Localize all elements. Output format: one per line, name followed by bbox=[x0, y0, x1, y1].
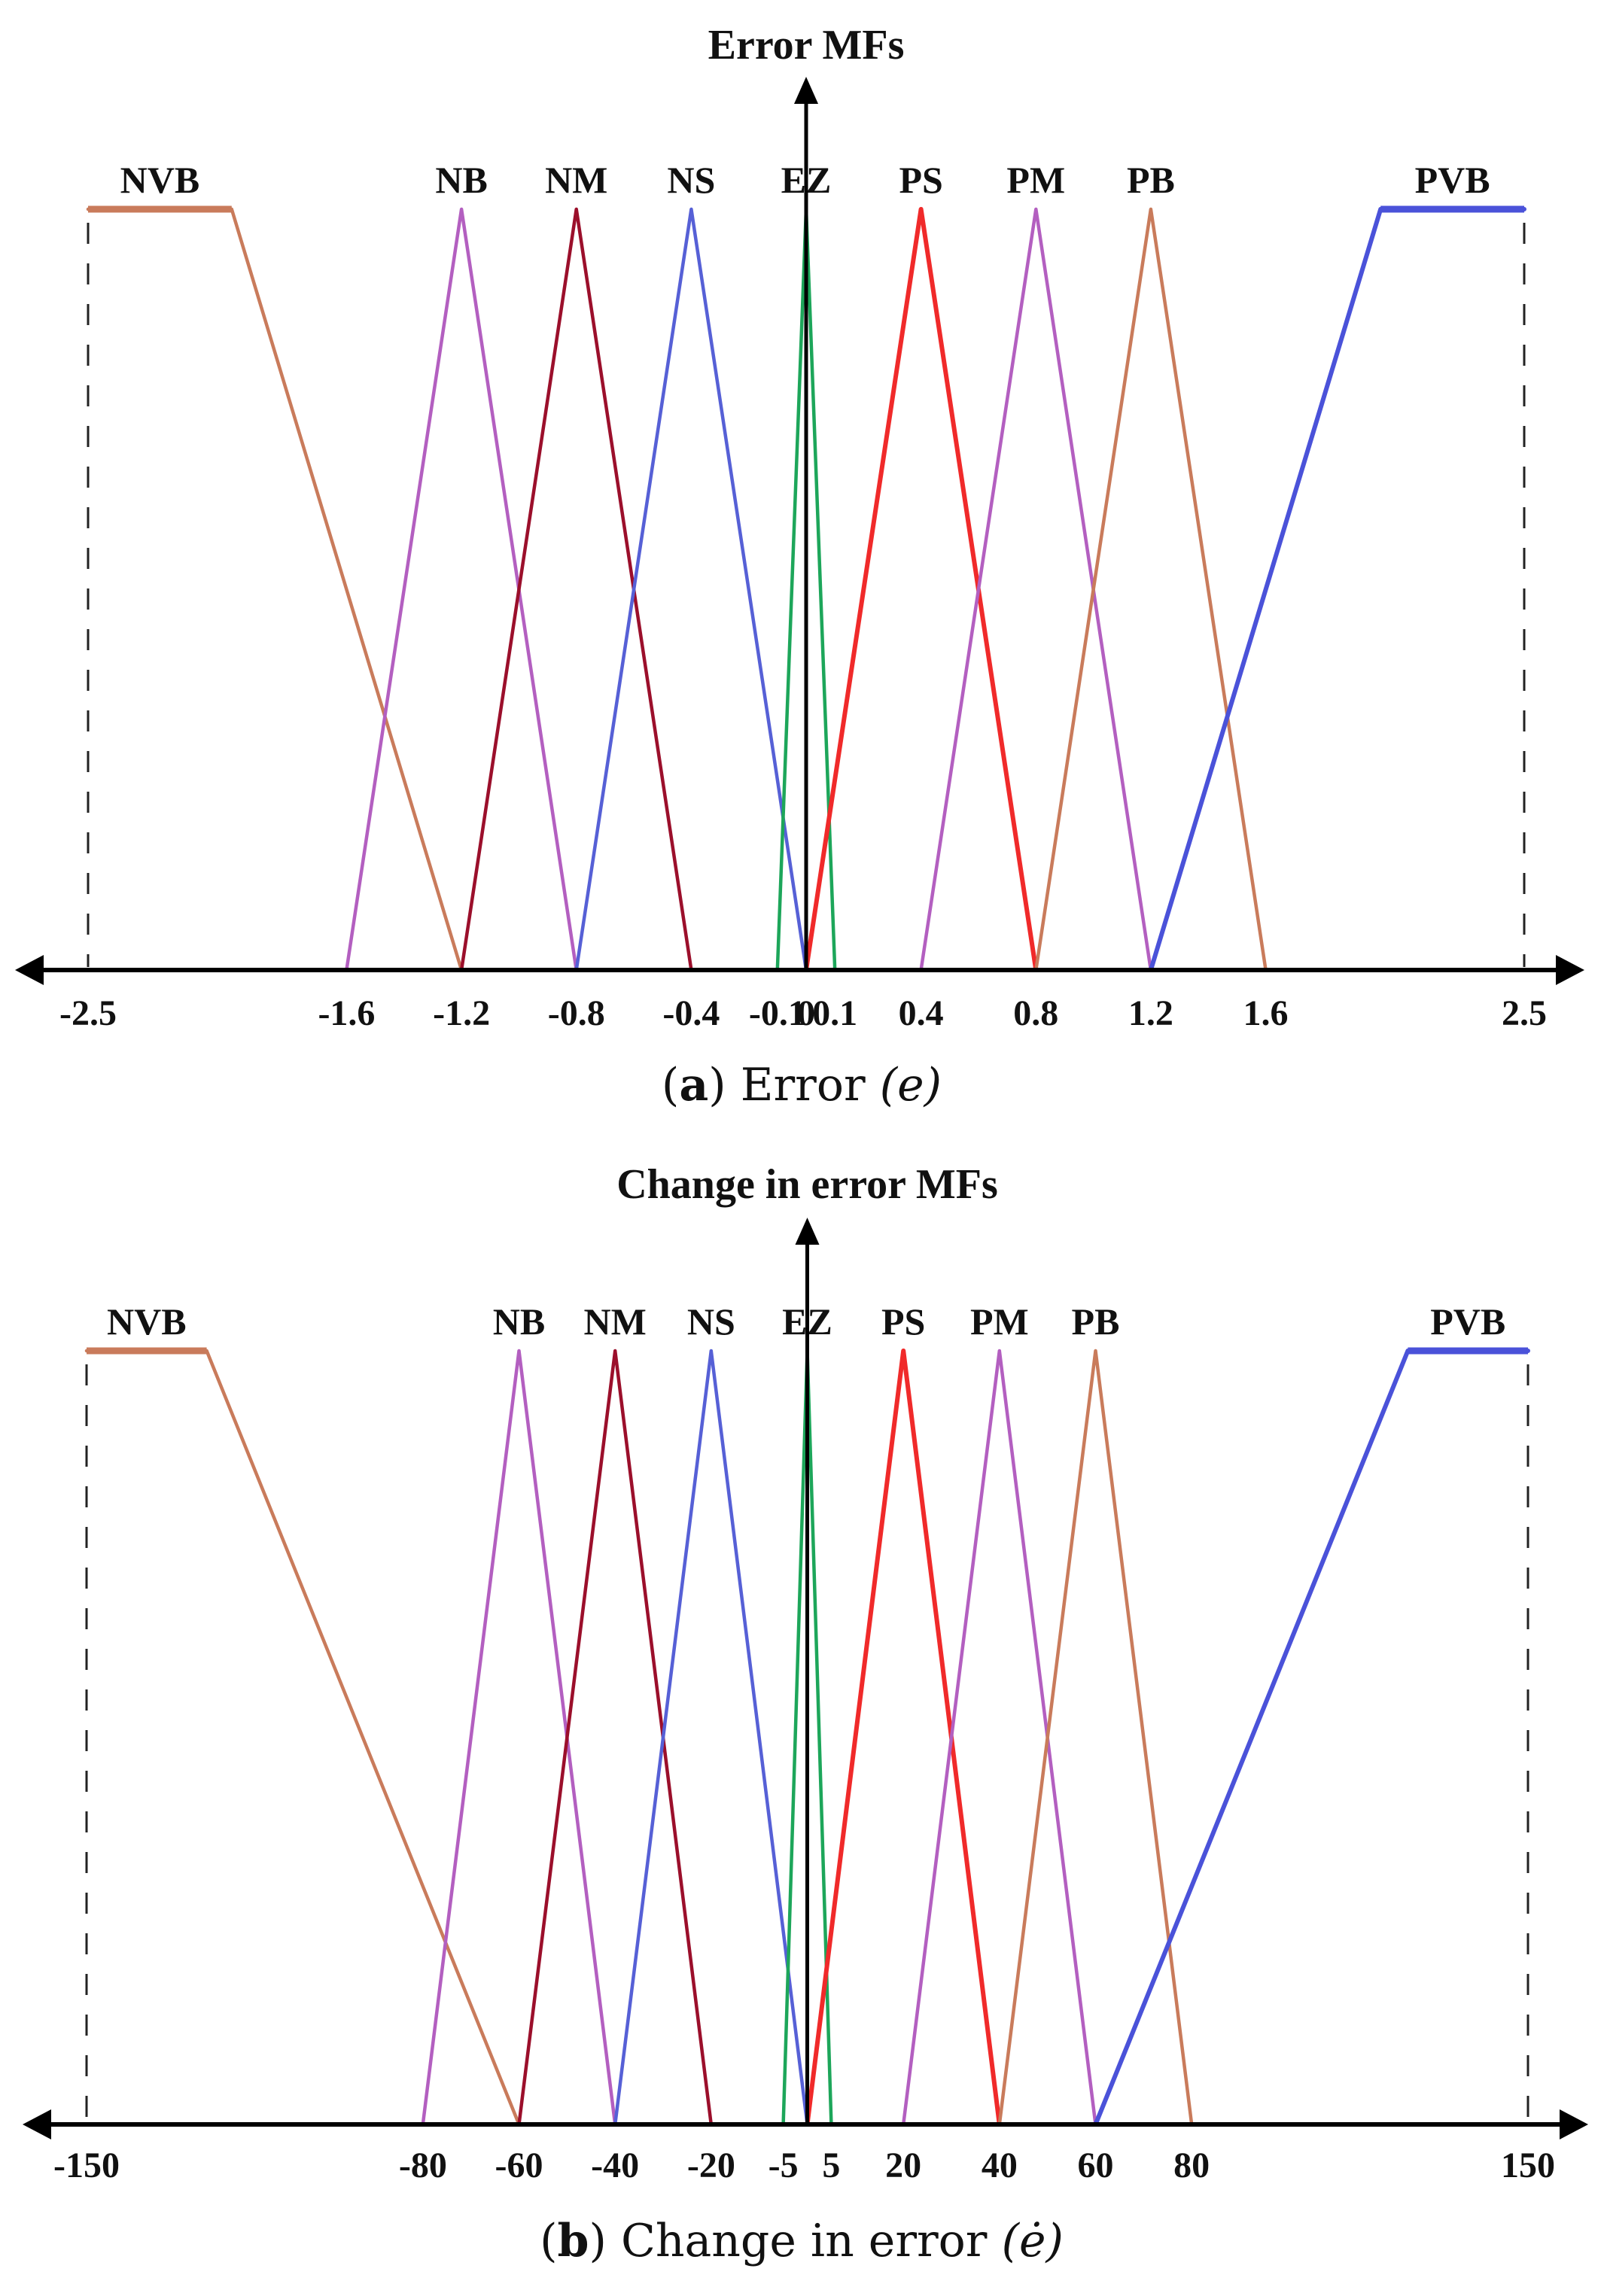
caption-letter: b bbox=[558, 2215, 589, 2267]
tick-label: 20 bbox=[885, 2145, 921, 2185]
tick-label: 0.1 bbox=[812, 993, 857, 1033]
mf-label-ns: NS bbox=[667, 159, 715, 201]
series-pm: PM bbox=[901, 1300, 1097, 2127]
tick-label: 60 bbox=[1078, 2145, 1114, 2185]
mf-label-pvb: PVB bbox=[1415, 159, 1490, 201]
series-nm: NM bbox=[459, 159, 693, 972]
tick-label: -1.6 bbox=[318, 993, 375, 1033]
tick-label: -20 bbox=[687, 2145, 735, 2185]
chart-title: Error MFs bbox=[708, 22, 905, 68]
mf-line-ps bbox=[805, 1349, 1002, 2127]
tick-label: -5 bbox=[769, 2145, 799, 2185]
mf-line-nvb bbox=[84, 1349, 521, 2127]
caption-symbol: (ė) bbox=[1002, 2215, 1064, 2267]
tick-label: -0.1 bbox=[749, 993, 806, 1033]
tick-label: 2.5 bbox=[1502, 993, 1547, 1033]
tick-label: -60 bbox=[495, 2145, 543, 2185]
tick-label: -40 bbox=[591, 2145, 639, 2185]
series-pvb: PVB bbox=[1148, 159, 1526, 972]
tick-label: 0.8 bbox=[1013, 993, 1058, 1033]
chart-caption: (b) Change in error (ė) bbox=[540, 2215, 1064, 2267]
tick-label: -80 bbox=[399, 2145, 447, 2185]
series-nvb: NVB bbox=[84, 1300, 521, 2127]
series-ns: NS bbox=[613, 1300, 809, 2127]
x-axis-left-arrow bbox=[23, 2109, 51, 2139]
mf-label-pb: PB bbox=[1127, 159, 1175, 201]
tick-label: 1.6 bbox=[1243, 993, 1289, 1033]
mf-line-pb bbox=[997, 1349, 1194, 2127]
tick-label: 0 bbox=[797, 993, 815, 1033]
tick-label: 80 bbox=[1173, 2145, 1210, 2185]
mf-label-nvb: NVB bbox=[120, 159, 200, 201]
mf-label-pvb: PVB bbox=[1430, 1300, 1505, 1343]
series-ps: PS bbox=[804, 159, 1039, 972]
y-axis-arrow bbox=[794, 77, 818, 104]
error-mf-panel: NVB NB NM NS EZ PS PM PB PVB-2.5 -1.6 -1.2 -0.8 -0.4… bbox=[15, 22, 1584, 1112]
tick-label: 0.4 bbox=[899, 993, 944, 1033]
mf-label-pm: PM bbox=[970, 1300, 1029, 1343]
mf-line-pb bbox=[1034, 207, 1268, 972]
mf-line-nb bbox=[421, 1349, 617, 2127]
tick-label: 40 bbox=[982, 2145, 1018, 2185]
mf-line-nb bbox=[345, 207, 578, 972]
tick-label: -0.4 bbox=[662, 993, 720, 1033]
mf-line-pvb bbox=[1093, 1349, 1530, 2127]
mf-label-ps: PS bbox=[899, 159, 942, 201]
mf-label-nvb: NVB bbox=[107, 1300, 187, 1343]
tick-label: -1.2 bbox=[433, 993, 490, 1033]
mf-line-ps bbox=[804, 207, 1039, 972]
series-pb: PB bbox=[997, 1300, 1194, 2127]
mf-label-ns: NS bbox=[687, 1300, 735, 1343]
series-pb: PB bbox=[1034, 159, 1268, 972]
caption-text: Change in error bbox=[621, 2215, 1002, 2267]
chart-title: Change in error MFs bbox=[616, 1161, 998, 1208]
caption-letter: a bbox=[679, 1059, 708, 1112]
mf-label-ps: PS bbox=[881, 1300, 925, 1343]
mf-label-nb: NB bbox=[435, 159, 487, 201]
mf-label-nm: NM bbox=[584, 1300, 647, 1343]
mf-label-pm: PM bbox=[1006, 159, 1065, 201]
chart-caption: (a) Error (e) bbox=[662, 1059, 942, 1112]
tick-label: 1.2 bbox=[1128, 993, 1173, 1033]
tick-label: 5 bbox=[822, 2145, 840, 2185]
series-nb: NB bbox=[421, 1300, 617, 2127]
tick-label: -2.5 bbox=[59, 993, 117, 1033]
x-axis-right-arrow bbox=[1560, 2109, 1588, 2139]
tick-label: 150 bbox=[1501, 2145, 1555, 2185]
mf-line-pm bbox=[901, 1349, 1097, 2127]
series-nvb: NVB bbox=[86, 159, 464, 972]
series-pm: PM bbox=[919, 159, 1153, 972]
mf-line-nm bbox=[517, 1349, 714, 2127]
mf-label-nm: NM bbox=[545, 159, 607, 201]
caption-text: Error bbox=[741, 1059, 880, 1112]
series-nb: NB bbox=[345, 159, 578, 972]
caption-symbol: (e) bbox=[880, 1059, 942, 1112]
y-axis-arrow bbox=[795, 1218, 820, 1245]
mf-line-ns bbox=[613, 1349, 809, 2127]
mf-label-pb: PB bbox=[1072, 1300, 1120, 1343]
mf-line-ns bbox=[574, 207, 808, 972]
series-ps: PS bbox=[805, 1300, 1002, 2127]
tick-label: -0.8 bbox=[548, 993, 605, 1033]
mf-line-nm bbox=[459, 207, 693, 972]
mf-line-pm bbox=[919, 207, 1153, 972]
x-axis-left-arrow bbox=[15, 955, 44, 985]
mf-label-nb: NB bbox=[493, 1300, 545, 1343]
series-pvb: PVB bbox=[1093, 1300, 1530, 2127]
change-in-error-mf-panel: NVB NB NM NS EZ PS PM PB PVB-150 -80 -60 -40 -20 -5 5 2… bbox=[23, 1161, 1588, 2267]
series-nm: NM bbox=[517, 1300, 714, 2127]
series-ns: NS bbox=[574, 159, 808, 972]
tick-label: -150 bbox=[53, 2145, 120, 2185]
x-axis-right-arrow bbox=[1556, 955, 1584, 985]
